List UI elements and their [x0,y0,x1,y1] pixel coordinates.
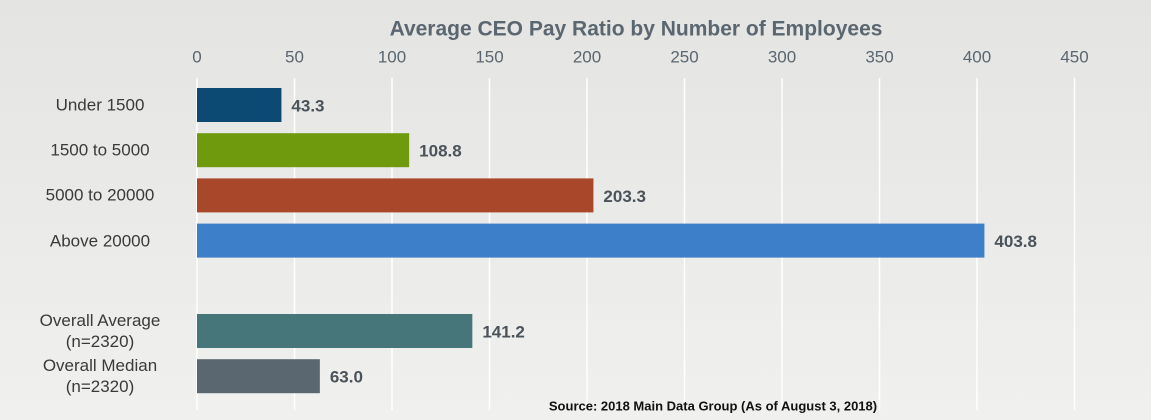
bar [197,223,985,258]
data-label: 203.3 [603,187,646,206]
chart-title: Average CEO Pay Ratio by Number of Emplo… [390,18,883,41]
y-tick-label: Overall Median (n=2320) [42,356,158,397]
y-tick-label: Above 20000 [49,231,151,251]
x-tick-label: 400 [963,47,991,66]
data-label: 141.2 [482,322,525,341]
y-tick-label: Under 1500 [55,95,145,115]
data-label: 108.8 [419,142,462,161]
y-tick-label: 5000 to 20000 [45,185,155,205]
data-label: 63.0 [330,368,363,387]
x-tick-label: 150 [475,47,503,66]
x-tick-label: 450 [1060,47,1088,66]
x-tick-label: 0 [192,47,201,66]
bar [197,178,594,213]
bar [197,314,473,348]
data-label: 403.8 [994,232,1037,251]
bar [197,359,320,394]
source-note: Source: 2018 Main Data Group (As of Augu… [549,398,877,413]
x-tick-label: 200 [573,47,601,66]
x-tick-label: 50 [285,47,304,66]
x-tick-label: 100 [378,47,406,66]
y-tick-label: Overall Average (n=2320) [39,311,161,351]
x-tick-label: 300 [768,47,796,66]
bar [197,133,410,168]
x-tick-label: 350 [865,47,893,66]
bar [197,88,282,122]
data-label: 43.3 [291,96,324,115]
y-tick-label: 1500 to 5000 [50,140,150,160]
x-tick-label: 250 [670,47,698,66]
